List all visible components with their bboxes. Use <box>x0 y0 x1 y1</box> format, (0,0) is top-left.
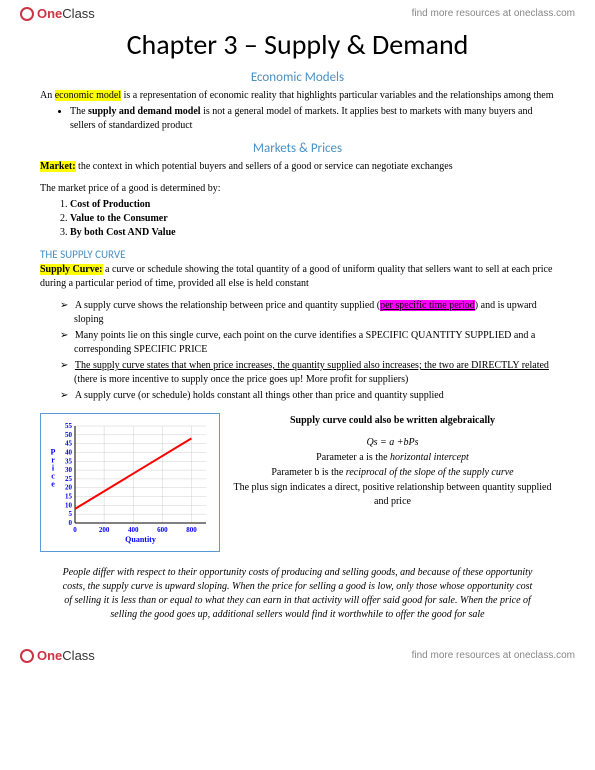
market-definition: Market: the context in which potential b… <box>40 160 555 174</box>
section-heading-markets-prices: Markets & Prices <box>40 141 555 156</box>
svg-text:600: 600 <box>157 526 168 534</box>
highlight-economic-model: economic model <box>55 90 121 101</box>
svg-text:40: 40 <box>65 448 73 456</box>
logo: OneClass <box>20 648 95 663</box>
svg-text:20: 20 <box>65 484 73 492</box>
chart-row: 0 200 400 600 800 0510152025303540455055 Quant… <box>40 413 555 552</box>
page-header: OneClass find more resources at oneclass… <box>0 0 595 27</box>
price-intro: The market price of a good is determined… <box>40 182 555 196</box>
algebra-line: Parameter a is the horizontal intercept <box>230 451 555 465</box>
svg-text:45: 45 <box>65 440 73 448</box>
svg-text:800: 800 <box>186 526 197 534</box>
svg-text:Quantity: Quantity <box>125 535 156 544</box>
svg-text:400: 400 <box>128 526 139 534</box>
highlight-time-period: per specific time period <box>380 300 475 311</box>
header-link[interactable]: find more resources at oneclass.com <box>412 8 575 19</box>
list-item: The supply and demand model is not a gen… <box>70 105 555 133</box>
logo-icon <box>20 7 34 21</box>
algebra-equation: Qs = a +bPs <box>230 436 555 450</box>
svg-text:35: 35 <box>65 457 73 465</box>
list-item: Cost of Production <box>70 198 555 212</box>
supply-bullets: A supply curve shows the relationship be… <box>60 299 555 403</box>
svg-text:e: e <box>51 480 55 489</box>
chart-svg: 0 200 400 600 800 0510152025303540455055 Quant… <box>47 420 212 545</box>
svg-text:25: 25 <box>65 475 73 483</box>
list-item: A supply curve shows the relationship be… <box>60 299 555 327</box>
list-item: The supply curve states that when price … <box>60 359 555 387</box>
logo-text: OneClass <box>37 648 95 663</box>
svg-text:30: 30 <box>65 466 73 474</box>
summary-paragraph: People differ with respect to their oppo… <box>60 566 535 622</box>
list-item: A supply curve (or schedule) holds const… <box>60 389 555 403</box>
svg-text:0: 0 <box>73 526 77 534</box>
logo-text: OneClass <box>37 6 95 21</box>
highlight-market: Market: <box>40 161 76 172</box>
intro-paragraph: An economic model is a representation of… <box>40 89 555 103</box>
svg-text:5: 5 <box>69 510 73 518</box>
list-item: By both Cost AND Value <box>70 226 555 240</box>
svg-text:50: 50 <box>65 431 73 439</box>
logo: OneClass <box>20 6 95 21</box>
svg-text:55: 55 <box>65 422 73 430</box>
document-content: Chapter 3 – Supply & Demand Economic Mod… <box>0 27 595 642</box>
list-item: Many points lie on this single curve, ea… <box>60 329 555 357</box>
svg-text:0: 0 <box>69 519 73 527</box>
svg-text:200: 200 <box>99 526 110 534</box>
svg-text:10: 10 <box>65 501 73 509</box>
algebra-title: Supply curve could also be written algeb… <box>230 414 555 428</box>
bullet-list: The supply and demand model is not a gen… <box>70 105 555 133</box>
highlight-supply-curve: Supply Curve: <box>40 264 103 275</box>
price-list: Cost of Production Value to the Consumer… <box>70 198 555 240</box>
algebra-panel: Supply curve could also be written algeb… <box>230 413 555 510</box>
chapter-title: Chapter 3 – Supply & Demand <box>40 27 555 62</box>
section-heading-economic-models: Economic Models <box>40 70 555 85</box>
footer-link[interactable]: find more resources at oneclass.com <box>412 650 575 661</box>
section-label-supply-curve: THE SUPPLY CURVE <box>40 248 555 261</box>
supply-chart: 0 200 400 600 800 0510152025303540455055 Quant… <box>40 413 220 552</box>
algebra-line: The plus sign indicates a direct, positi… <box>230 481 555 509</box>
list-item: Value to the Consumer <box>70 212 555 226</box>
svg-text:15: 15 <box>65 493 73 501</box>
algebra-line: Parameter b is the reciprocal of the slo… <box>230 466 555 480</box>
supply-curve-definition: Supply Curve: a curve or schedule showin… <box>40 263 555 291</box>
page-footer: OneClass find more resources at oneclass… <box>0 642 595 669</box>
logo-icon <box>20 649 34 663</box>
